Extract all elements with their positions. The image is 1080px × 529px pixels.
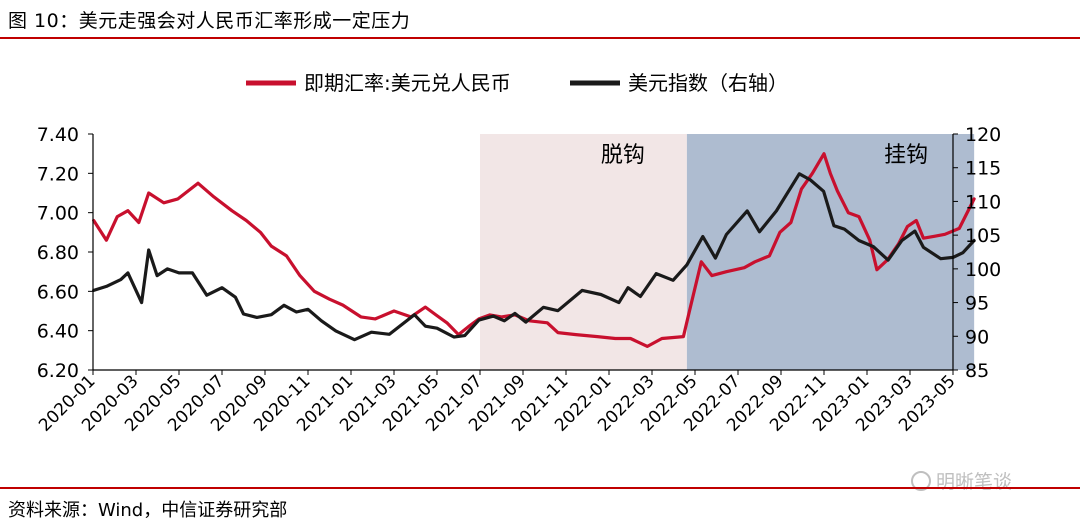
dollar-index-line: [92, 172, 976, 342]
pegged-region-label: 挂钩: [884, 143, 928, 168]
source-note: 资料来源：Wind，中信证券研究部: [8, 500, 288, 521]
top-rule: [0, 37, 1080, 39]
legend-label: 即期汇率:美元兑人民币: [304, 71, 511, 95]
y-left-tick-label: 7.20: [37, 163, 79, 185]
wechat-icon: [911, 471, 931, 491]
legend-layer: 即期汇率:美元兑人民币 美元指数（右轴）: [246, 71, 788, 95]
watermark: 明晰笔谈: [911, 471, 1012, 493]
region-layer: [480, 134, 975, 370]
y-right-tick-label: 105: [965, 225, 1001, 247]
y-right-tick-label: 95: [965, 293, 989, 315]
y-right-tick-label: 110: [965, 191, 1001, 213]
series-layer: [92, 152, 976, 348]
usdcny-spot-line: [92, 152, 976, 348]
legend-label: 美元指数（右轴）: [628, 71, 788, 95]
y-right-tick-label: 90: [965, 326, 989, 348]
decoupled-region: [480, 134, 687, 370]
y-right-tick-label: 85: [965, 360, 989, 382]
y-left-tick-label: 6.60: [37, 281, 79, 303]
watermark-text: 明晰笔谈: [936, 471, 1012, 493]
y-left-tick-label: 6.20: [37, 360, 79, 382]
legend-item-dollar-index: 美元指数（右轴）: [570, 71, 788, 95]
y-right-tick-label: 115: [965, 158, 1001, 180]
y-left-tick-label: 6.40: [37, 321, 79, 343]
y-left-tick-label: 7.40: [37, 124, 79, 146]
y-left-tick-label: 7.00: [37, 203, 79, 225]
y-right-tick-label: 100: [965, 259, 1001, 281]
decoupled-region-label: 脱钩: [601, 143, 645, 168]
legend-item-usdcny: 即期汇率:美元兑人民币: [246, 71, 511, 95]
y-left-tick-label: 6.80: [37, 242, 79, 264]
bottom-rule: [0, 487, 1080, 489]
figure-title: 图 10：美元走强会对人民币汇率形成一定压力: [8, 10, 411, 32]
y-right-tick-label: 120: [965, 124, 1001, 146]
